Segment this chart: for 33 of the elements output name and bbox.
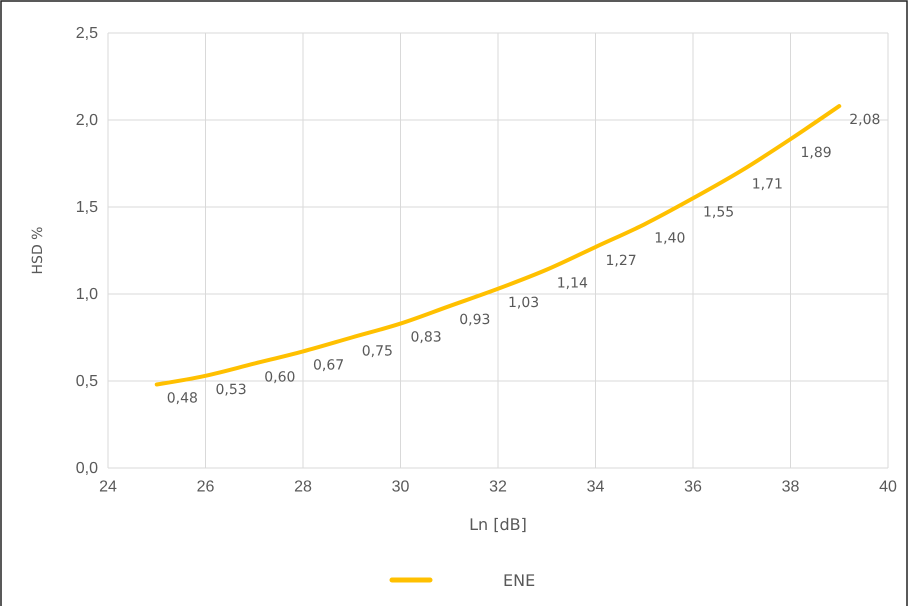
data-label: 0,93	[459, 312, 490, 328]
data-label: 0,67	[313, 357, 344, 374]
y-tick-label: 0,0	[76, 460, 98, 478]
data-label: 0,48	[166, 390, 198, 406]
y-tick-label: 0,5	[76, 373, 98, 390]
data-label: 1,89	[800, 145, 832, 162]
data-label: 1,71	[752, 176, 783, 192]
data-label: 0,60	[264, 370, 296, 386]
data-label: 2,08	[849, 112, 880, 128]
x-tick-label: 36	[684, 478, 702, 496]
data-label: 1,03	[508, 294, 540, 311]
x-tick-label: 30	[392, 478, 410, 496]
y-tick-label: 1,0	[76, 286, 98, 304]
data-label: 1,27	[606, 253, 637, 270]
x-tick-label: 32	[489, 478, 507, 496]
x-tick-label: 38	[782, 478, 800, 496]
data-label: 0,53	[216, 382, 247, 398]
x-tick-label: 28	[294, 478, 312, 496]
data-label: 1,40	[654, 230, 686, 246]
text: ENE	[503, 571, 536, 590]
data-label: 1,14	[556, 276, 588, 292]
x-tick-label: 24	[99, 478, 117, 496]
y-tick-label: 2,0	[76, 112, 98, 130]
y-axis-title: HSD %	[30, 226, 46, 274]
data-label: 1,55	[703, 204, 734, 220]
data-label: 0,83	[410, 330, 442, 346]
y-tick-label: 2,5	[76, 25, 98, 42]
x-tick-label: 34	[586, 478, 604, 496]
x-tick-label: 40	[879, 478, 897, 496]
x-tick-label: 26	[196, 478, 214, 496]
x-axis-title: Ln [dB]	[469, 515, 527, 534]
data-label: 0,75	[362, 344, 393, 360]
y-tick-label: 1,5	[76, 199, 98, 216]
